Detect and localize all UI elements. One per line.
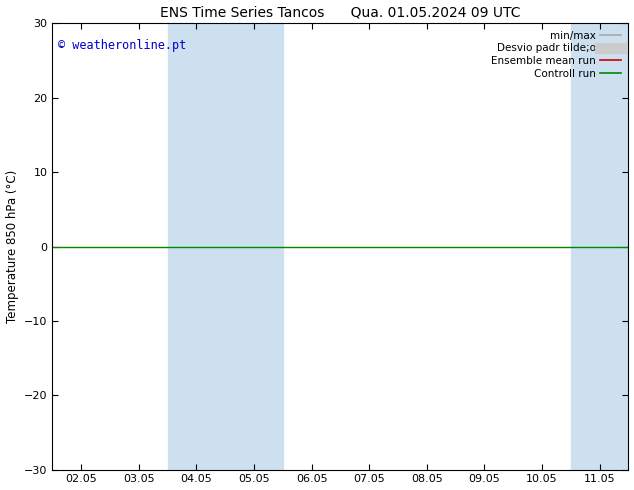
Bar	[225, 24, 283, 469]
Bar	[571, 24, 628, 469]
Y-axis label: Temperature 850 hPa (°C): Temperature 850 hPa (°C)	[6, 170, 18, 323]
Bar	[167, 24, 225, 469]
Legend: min/max, Desvio padr tilde;o, Ensemble mean run, Controll run: min/max, Desvio padr tilde;o, Ensemble m…	[489, 29, 623, 81]
Text: © weatheronline.pt: © weatheronline.pt	[58, 39, 186, 52]
Title: ENS Time Series Tancos      Qua. 01.05.2024 09 UTC: ENS Time Series Tancos Qua. 01.05.2024 0…	[160, 5, 521, 20]
